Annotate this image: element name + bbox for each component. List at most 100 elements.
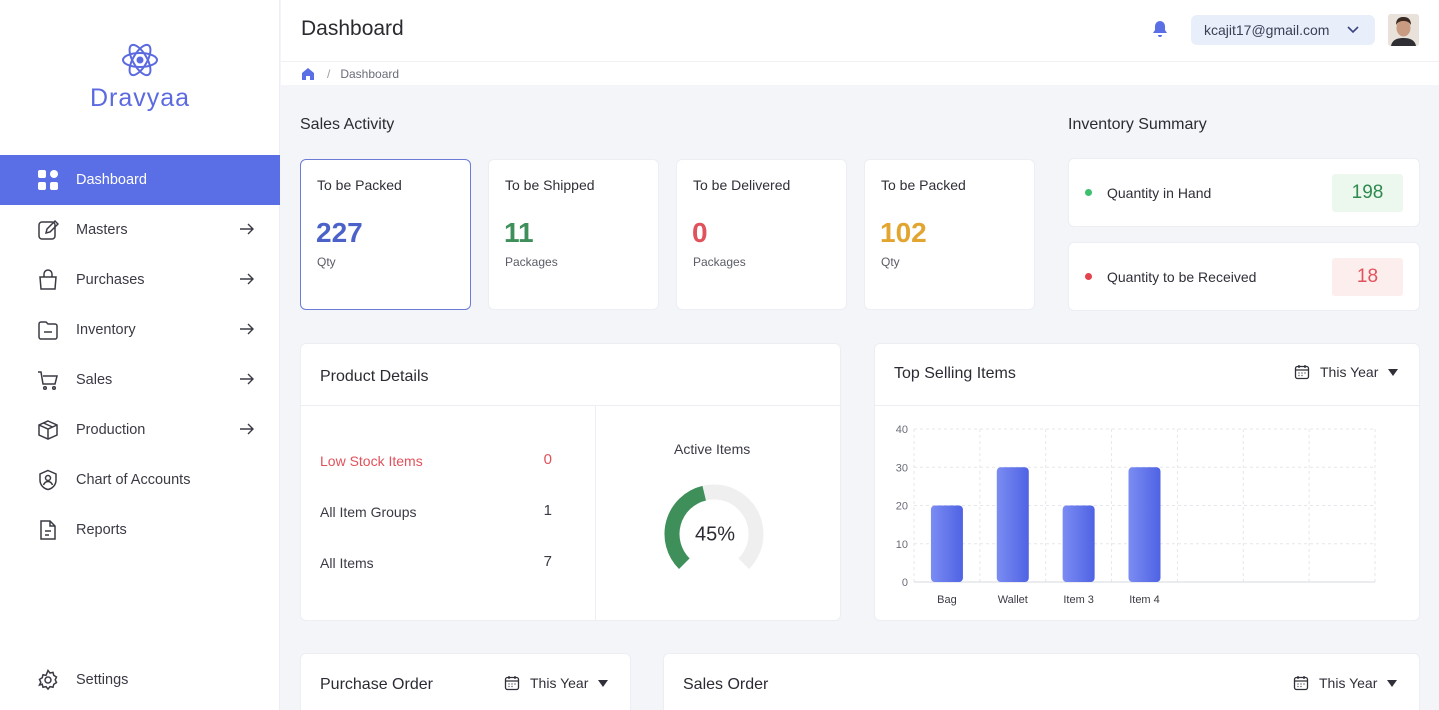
breadcrumb-current: Dashboard xyxy=(340,66,400,81)
sidebar-item-label: Dashboard xyxy=(76,172,147,188)
chevron-down-icon xyxy=(1347,26,1359,34)
arrow-right-icon xyxy=(240,273,254,285)
sidebar-item-label: Reports xyxy=(76,522,127,538)
breadcrumb-separator: / xyxy=(327,66,331,81)
sales-order-card: Sales Order This Year xyxy=(663,653,1420,710)
stat-value: 227 xyxy=(316,217,363,248)
sidebar-item-label: Sales xyxy=(76,372,113,388)
stat-label: To be Delivered xyxy=(693,177,791,193)
inventory-row-quantity-to-be-received[interactable]: Quantity to be Received 18 xyxy=(1068,242,1420,311)
caret-down-icon xyxy=(1388,368,1399,376)
calendar-icon xyxy=(1293,676,1309,691)
status-dot xyxy=(1085,273,1092,280)
bell-icon[interactable] xyxy=(1152,20,1168,38)
user-email: kcajit17@gmail.com xyxy=(1204,22,1330,38)
top-header: Dashboard kcajit17@gmail.com xyxy=(281,0,1439,61)
top-selling-items-card: Top Selling Items This Year 0 10 20 30 40 Bag… xyxy=(874,343,1420,621)
page-title: Dashboard xyxy=(301,17,404,40)
period-dropdown[interactable]: This Year xyxy=(1294,364,1399,380)
stat-value: 0 xyxy=(692,217,708,248)
sidebar-item-production[interactable]: Production xyxy=(0,405,280,455)
brand-name: Dravyaa xyxy=(89,84,191,112)
bar-wallet xyxy=(996,467,1029,582)
card-title: Product Details xyxy=(320,368,429,385)
period-label: This Year xyxy=(530,675,589,691)
card-title: Purchase Order xyxy=(320,676,433,693)
avatar[interactable] xyxy=(1388,14,1419,46)
sidebar-item-sales[interactable]: Sales xyxy=(0,355,280,405)
atom-logo-icon xyxy=(122,43,158,77)
bar-bag xyxy=(930,505,963,582)
user-menu-dropdown[interactable]: kcajit17@gmail.com xyxy=(1191,15,1375,45)
stat-label: To be Shipped xyxy=(505,177,595,193)
active-items-title: Active Items xyxy=(674,441,751,457)
product-row-item-groups[interactable]: All Item Groups 1 xyxy=(320,502,552,520)
sidebar-item-reports[interactable]: Reports xyxy=(0,505,280,555)
inventory-label: Quantity to be Received xyxy=(1107,269,1257,285)
y-tick-label: 40 xyxy=(896,424,908,436)
period-label: This Year xyxy=(1320,364,1379,380)
sidebar-item-inventory[interactable]: Inventory xyxy=(0,305,280,355)
inventory-row-quantity-in-hand[interactable]: Quantity in Hand 198 xyxy=(1068,158,1420,227)
period-dropdown[interactable]: This Year xyxy=(504,675,609,691)
card-header: Top Selling Items This Year xyxy=(875,344,1419,406)
user-circle-icon xyxy=(36,468,60,492)
stat-unit: Qty xyxy=(317,255,336,269)
sidebar-item-chart-of-accounts[interactable]: Chart of Accounts xyxy=(0,455,280,505)
stat-label: To be Packed xyxy=(317,177,402,193)
breadcrumb: / Dashboard xyxy=(281,61,1439,85)
sidebar-nav: Dashboard Masters Purchases Inventory xyxy=(0,155,280,555)
sidebar-item-label: Purchases xyxy=(76,272,145,288)
active-items-gauge: 45% xyxy=(664,484,764,569)
status-dot xyxy=(1085,189,1092,196)
gauge-percent-label: 45% xyxy=(695,523,735,545)
row-value: 0 xyxy=(543,451,552,468)
row-value: 1 xyxy=(543,502,552,519)
sidebar-item-settings[interactable]: Settings xyxy=(0,655,280,705)
stat-unit: Packages xyxy=(693,255,746,269)
card-header: Product Details xyxy=(301,344,840,406)
row-label: All Item Groups xyxy=(320,504,417,520)
x-tick-label: Bag xyxy=(937,594,957,606)
inventory-value: 18 xyxy=(1332,258,1403,296)
y-tick-label: 10 xyxy=(896,539,908,551)
card-title: Sales Order xyxy=(683,676,769,693)
sales-activity-title: Sales Activity xyxy=(300,116,395,133)
x-tick-label: Item 3 xyxy=(1063,594,1094,606)
product-row-all-items[interactable]: All Items 7 xyxy=(320,553,552,571)
stat-unit: Qty xyxy=(881,255,900,269)
stat-card-to-be-delivered[interactable]: To be Delivered 0 Packages xyxy=(676,159,847,310)
period-label: This Year xyxy=(1319,675,1378,691)
y-tick-label: 0 xyxy=(902,577,908,589)
sidebar-item-masters[interactable]: Masters xyxy=(0,205,280,255)
home-icon[interactable] xyxy=(301,67,315,81)
x-tick-label: Item 4 xyxy=(1129,594,1160,606)
stat-label: To be Packed xyxy=(881,177,966,193)
arrow-right-icon xyxy=(240,323,254,335)
arrow-right-icon xyxy=(240,373,254,385)
folder-icon xyxy=(36,318,60,342)
stat-value: 102 xyxy=(880,217,927,248)
box-icon xyxy=(36,418,60,442)
divider xyxy=(595,406,596,621)
y-tick-label: 20 xyxy=(896,501,908,513)
brand-logo[interactable]: Dravyaa xyxy=(0,40,280,113)
sidebar: Dravyaa Dashboard Masters Purchases xyxy=(0,0,280,710)
inventory-label: Quantity in Hand xyxy=(1107,185,1212,201)
bar-item-3 xyxy=(1062,505,1095,582)
calendar-icon xyxy=(504,676,520,691)
x-tick-label: Wallet xyxy=(998,594,1028,606)
period-dropdown[interactable]: This Year xyxy=(1293,675,1398,691)
stat-card-to-be-shipped[interactable]: To be Shipped 11 Packages xyxy=(488,159,659,310)
row-label: All Items xyxy=(320,555,374,571)
stat-unit: Packages xyxy=(505,255,558,269)
y-tick-label: 30 xyxy=(896,462,908,474)
sidebar-item-dashboard[interactable]: Dashboard xyxy=(0,155,280,205)
stat-card-to-be-packed[interactable]: To be Packed 227 Qty xyxy=(300,159,471,310)
row-label: Low Stock Items xyxy=(320,453,423,469)
stat-value: 11 xyxy=(504,217,534,248)
calendar-icon xyxy=(1294,365,1310,380)
stat-card-to-be-packed-2[interactable]: To be Packed 102 Qty xyxy=(864,159,1035,310)
sidebar-item-purchases[interactable]: Purchases xyxy=(0,255,280,305)
product-row-low-stock[interactable]: Low Stock Items 0 xyxy=(320,451,552,469)
